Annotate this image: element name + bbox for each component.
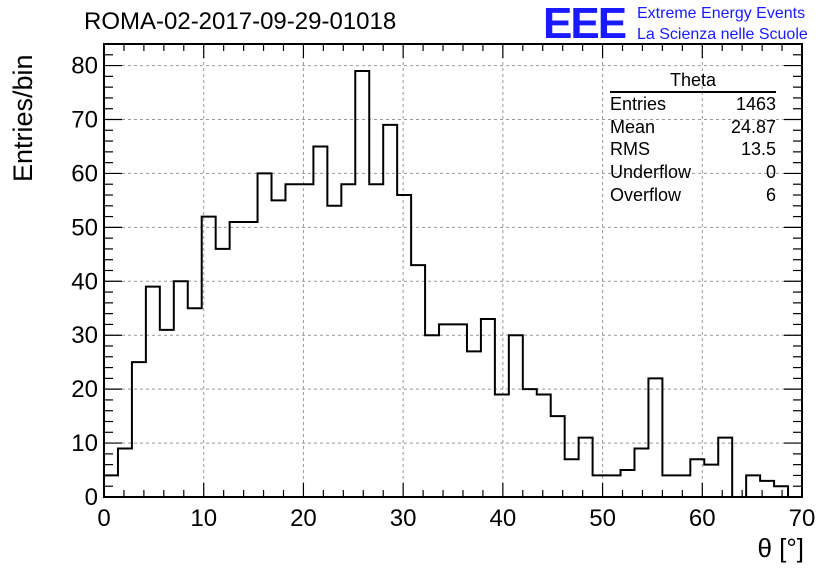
histogram-bin (230, 222, 244, 497)
y-tick-label: 30 (71, 322, 98, 349)
histogram-bin (579, 438, 593, 497)
histogram-bin (411, 265, 425, 497)
logo-caption-line1: Extreme Energy Events (637, 5, 806, 22)
stats-label: RMS (610, 139, 650, 160)
x-tick-label: 20 (290, 505, 317, 532)
histogram-bin (425, 335, 439, 497)
histogram-bin (272, 200, 286, 497)
histogram-bin (285, 184, 299, 497)
stats-label: Mean (610, 116, 656, 137)
y-tick-label: 20 (71, 376, 98, 403)
x-axis-label: θ [°] (757, 533, 804, 563)
stats-value: 24.87 (730, 116, 776, 137)
x-tick-label: 70 (789, 505, 816, 532)
histogram-bin (746, 475, 760, 497)
stats-value: 0 (765, 162, 776, 183)
histogram-bin (188, 308, 202, 497)
stats-title: Theta (610, 70, 776, 93)
histogram-bin (132, 362, 146, 497)
x-tick-label: 30 (390, 505, 417, 532)
stats-row: Mean 24.87 (610, 116, 776, 139)
y-tick-label: 60 (71, 160, 98, 187)
histogram-bin (369, 184, 383, 497)
y-tick-label: 50 (71, 214, 98, 241)
stats-value: 1463 (735, 94, 776, 114)
histogram-bin (439, 324, 453, 497)
histogram-bin (523, 389, 537, 497)
histogram-bin (383, 125, 397, 497)
y-tick-label: 0 (85, 484, 98, 511)
stats-row: Entries 1463 (610, 93, 776, 116)
stats-label: Underflow (610, 162, 692, 183)
y-tick-label: 40 (71, 268, 98, 295)
stats-row: Underflow 0 (610, 161, 776, 184)
x-tick-label: 50 (589, 505, 616, 532)
histogram-bin (634, 448, 648, 497)
histogram-bin (313, 146, 327, 497)
histogram-bin (146, 287, 160, 497)
histogram-bin (118, 448, 132, 497)
stats-row: RMS 13.5 (610, 138, 776, 161)
histogram-bin (593, 475, 607, 497)
x-tick-label: 0 (97, 505, 110, 532)
stats-label: Entries (610, 94, 667, 114)
logo-caption: Extreme Energy Events La Scienza nelle S… (637, 3, 808, 45)
stats-value: 13.5 (740, 139, 776, 160)
grid-lines (104, 44, 802, 497)
histogram-bin (327, 206, 341, 497)
histogram-bin (397, 195, 411, 497)
histogram-bars (103, 69, 802, 498)
logo-caption-line2: La Scienza nelle Scuole (637, 26, 808, 43)
y-axis-label: Entries/bin (8, 54, 38, 182)
histogram-bin (662, 475, 676, 497)
y-tick-label: 10 (71, 430, 98, 457)
histogram-bin (607, 475, 621, 497)
x-tick-label: 40 (490, 505, 517, 532)
histogram-outline (103, 69, 802, 498)
histogram-bin (202, 217, 216, 497)
histogram-bin (453, 324, 467, 497)
histogram-bin (509, 335, 523, 497)
histogram-bin (774, 486, 788, 497)
histogram-bin (565, 459, 579, 497)
stats-box: Theta Entries 1463 Mean 24.87 RMS 13.5 Underfl… (610, 70, 776, 207)
histogram-bin (551, 416, 565, 497)
stats-value: 6 (765, 184, 776, 205)
histogram-bin (355, 71, 369, 497)
histogram-bin (495, 395, 509, 497)
histogram-bin (299, 184, 313, 497)
y-tick-label: 80 (71, 53, 98, 80)
histogram-bin (467, 351, 481, 497)
y-tick-label: 70 (71, 107, 98, 134)
x-tick-label: 10 (190, 505, 217, 532)
histogram-bin (160, 330, 174, 497)
eee-logo: EEE (543, 0, 627, 48)
chart-title: ROMA-02-2017-09-29-01018 (84, 8, 397, 35)
histogram-bin (258, 173, 272, 497)
histogram-bin (244, 222, 258, 497)
axis-ticks (103, 43, 803, 498)
histogram-bin (481, 319, 495, 497)
histogram-bin (216, 249, 230, 497)
stats-rows: Entries 1463 Mean 24.87 RMS 13.5 Underflow 0 Ove… (610, 93, 776, 207)
stats-row: Overflow 6 (610, 184, 776, 207)
histogram-bin (718, 438, 732, 497)
histogram-bin (341, 184, 355, 497)
x-tick-label: 60 (689, 505, 716, 532)
histogram-bin (537, 395, 551, 497)
histogram-bin (676, 475, 690, 497)
histogram-bin (648, 378, 662, 497)
histogram-bin (704, 465, 718, 497)
stats-label: Overflow (610, 184, 682, 205)
histogram-bin (174, 281, 188, 497)
